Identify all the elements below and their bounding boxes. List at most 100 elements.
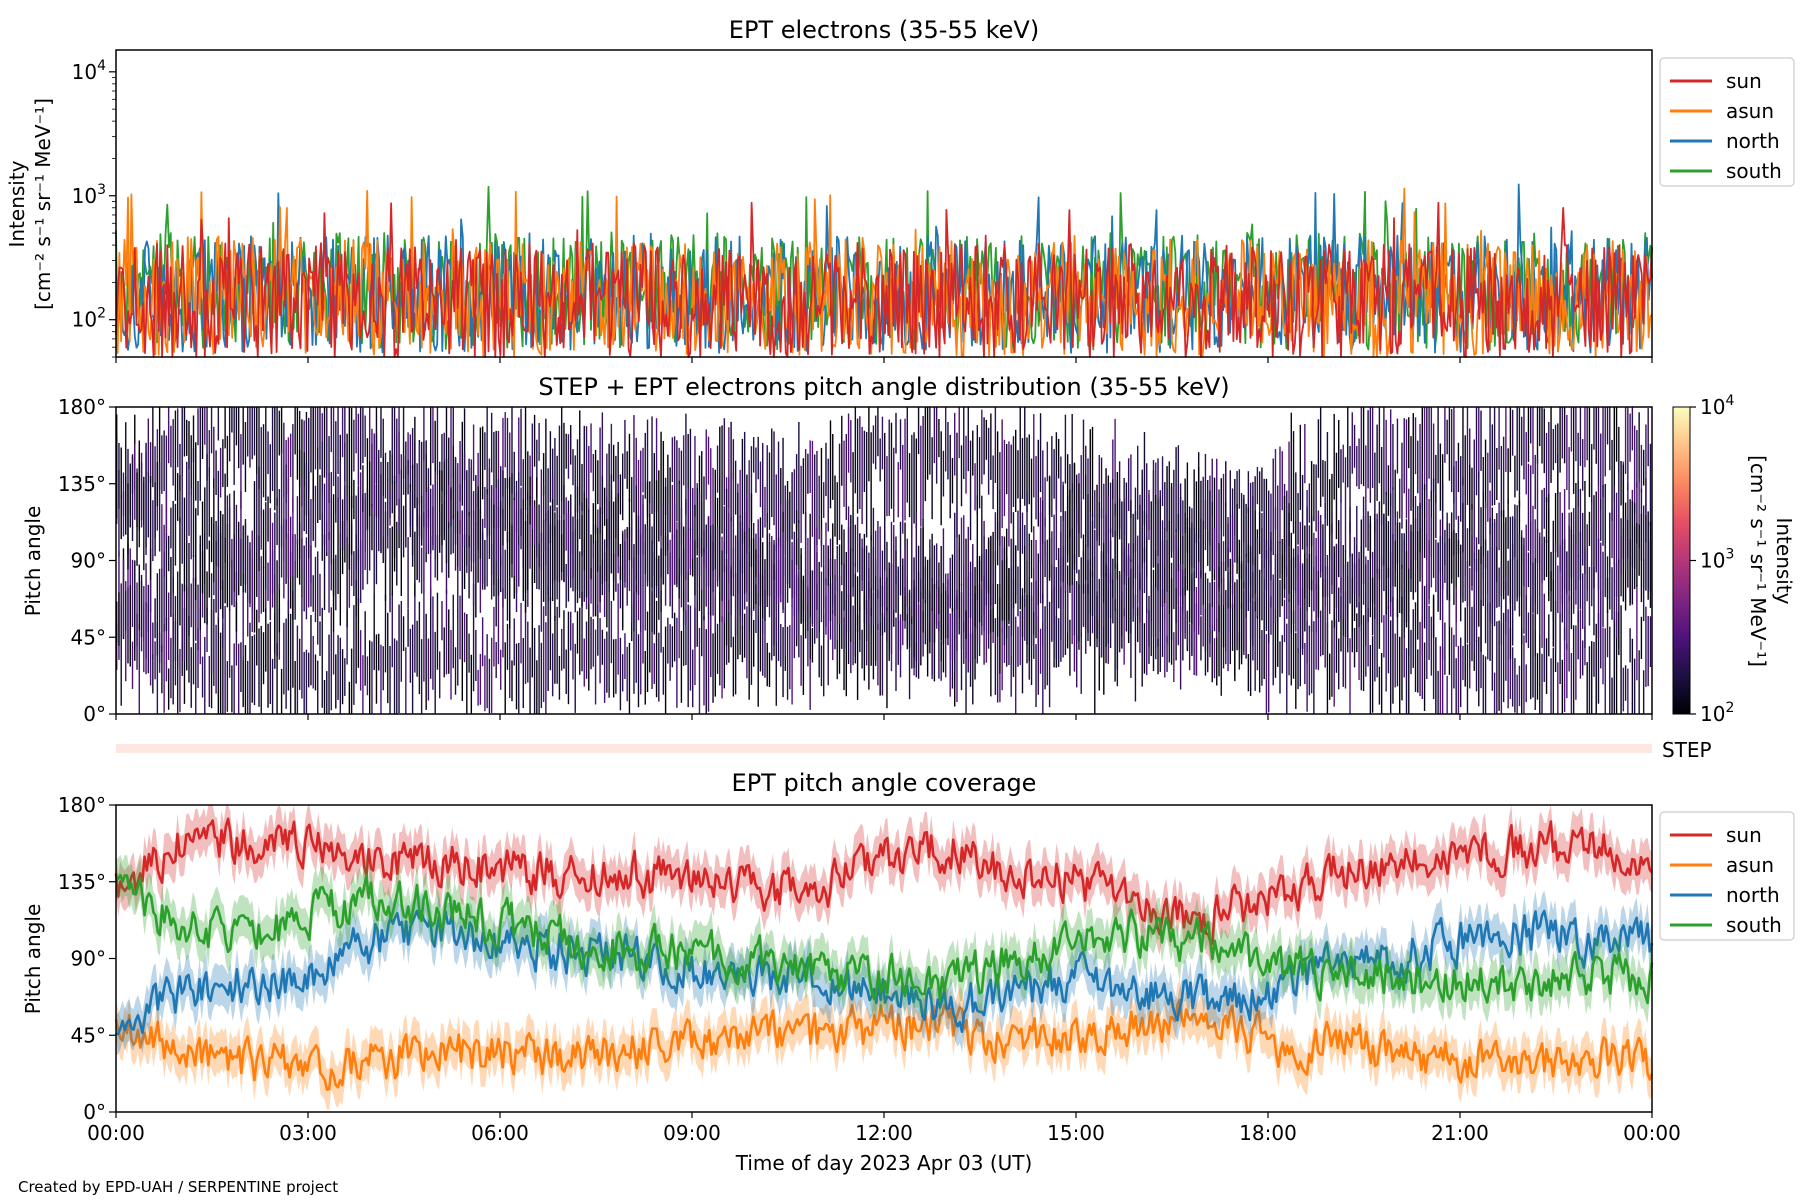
heatmap-cell bbox=[134, 443, 136, 520]
heatmap-cell bbox=[479, 653, 482, 705]
heatmap-cell bbox=[1292, 610, 1295, 679]
heatmap-cell bbox=[1195, 481, 1198, 544]
heatmap-cell bbox=[233, 643, 235, 714]
heatmap-cell bbox=[1595, 407, 1597, 464]
heatmap-cell bbox=[402, 505, 405, 558]
heatmap-cell bbox=[1100, 553, 1103, 658]
heatmap-cell bbox=[1326, 432, 1329, 526]
heatmap-cell bbox=[147, 584, 150, 633]
heatmap-cell bbox=[987, 539, 990, 649]
heatmap-cell bbox=[942, 528, 945, 575]
heatmap-cell bbox=[1042, 622, 1044, 714]
heatmap-cell bbox=[1209, 582, 1211, 644]
heatmap-cell bbox=[247, 660, 249, 714]
heatmap-cell bbox=[771, 536, 773, 605]
heatmap-cell bbox=[1604, 407, 1606, 477]
heatmap-cell bbox=[353, 479, 355, 520]
heatmap-cell bbox=[1597, 538, 1600, 639]
heatmap-cell bbox=[477, 486, 479, 583]
heatmap-cell bbox=[579, 503, 581, 540]
heatmap-cell bbox=[1541, 489, 1543, 583]
heatmap-cell bbox=[775, 474, 777, 552]
heatmap-cell bbox=[1051, 436, 1053, 517]
heatmap-cell bbox=[1399, 636, 1401, 714]
heatmap-cell bbox=[721, 425, 723, 534]
heatmap-cell bbox=[592, 619, 595, 667]
heatmap-cell bbox=[816, 527, 818, 607]
heatmap-cell bbox=[249, 622, 251, 714]
heatmap-cell bbox=[382, 496, 384, 537]
heatmap-cell bbox=[506, 478, 509, 543]
heatmap-cell bbox=[183, 497, 186, 592]
heatmap-cell bbox=[1561, 407, 1564, 459]
heatmap-cell bbox=[838, 589, 841, 674]
heatmap-cell bbox=[1132, 513, 1134, 553]
heatmap-cell bbox=[1222, 473, 1225, 537]
heatmap-cell bbox=[540, 469, 543, 543]
heatmap-cell bbox=[1245, 503, 1247, 558]
heatmap-cell bbox=[1417, 440, 1419, 494]
heatmap-cell bbox=[1484, 539, 1487, 644]
heatmap-cell bbox=[583, 425, 585, 512]
heatmap-cell bbox=[565, 433, 567, 469]
heatmap-cell bbox=[954, 512, 956, 622]
heatmap-cell bbox=[242, 573, 244, 661]
heatmap-cell bbox=[635, 585, 637, 683]
heatmap-cell bbox=[402, 616, 405, 651]
heatmap-cell bbox=[1545, 433, 1548, 503]
heatmap-cell bbox=[1322, 538, 1324, 584]
heatmap-cell bbox=[1392, 596, 1394, 704]
heatmap-cell bbox=[301, 596, 303, 699]
heatmap-cell bbox=[1245, 558, 1247, 618]
heatmap-cell bbox=[949, 613, 951, 697]
heatmap-cell bbox=[1489, 407, 1491, 483]
heatmap-cell bbox=[1118, 461, 1121, 530]
heatmap-cell bbox=[1502, 436, 1505, 518]
heatmap-cell bbox=[497, 479, 500, 577]
heatmap-cell bbox=[1478, 471, 1480, 545]
heatmap-cell bbox=[500, 501, 502, 566]
heatmap-cell bbox=[999, 489, 1001, 584]
heatmap-cell bbox=[687, 488, 689, 572]
heatmap-cell bbox=[617, 583, 619, 675]
heatmap-cell bbox=[1448, 594, 1451, 675]
heatmap-cell bbox=[1218, 489, 1220, 588]
heatmap-cell bbox=[240, 491, 242, 573]
heatmap-cell bbox=[1148, 595, 1150, 664]
heatmap-cell bbox=[1279, 446, 1281, 543]
heatmap-cell bbox=[755, 447, 757, 493]
heatmap-cell bbox=[1466, 560, 1469, 644]
heatmap-cell bbox=[274, 574, 276, 654]
heatmap-cell bbox=[285, 618, 287, 709]
heatmap-cell bbox=[163, 524, 165, 577]
heatmap-cell bbox=[1094, 616, 1096, 714]
heatmap-cell bbox=[1021, 438, 1024, 499]
heatmap-cell bbox=[366, 656, 369, 696]
heatmap-cell bbox=[759, 573, 762, 672]
y-tick-label: 0° bbox=[83, 702, 106, 726]
heatmap-cell bbox=[1019, 611, 1021, 666]
heatmap-cell bbox=[391, 526, 393, 596]
heatmap-cell bbox=[951, 612, 954, 660]
y-tick-label: 135° bbox=[58, 870, 106, 894]
coverage-line-asun bbox=[114, 998, 1654, 1091]
heatmap-cell bbox=[149, 442, 152, 484]
heatmap-cell bbox=[174, 503, 177, 566]
heatmap-cell bbox=[344, 658, 346, 696]
heatmap-cell bbox=[1514, 518, 1516, 611]
heatmap-cell bbox=[199, 535, 201, 581]
heatmap-cell bbox=[294, 534, 296, 569]
heatmap-cell bbox=[118, 443, 120, 509]
heatmap-cell bbox=[240, 434, 242, 509]
heatmap-cell bbox=[1511, 647, 1514, 707]
heatmap-cell bbox=[999, 583, 1001, 674]
heatmap-cell bbox=[829, 538, 832, 576]
heatmap-cell bbox=[357, 413, 360, 485]
legend-label-south: south bbox=[1726, 913, 1782, 937]
heatmap-cell bbox=[877, 521, 879, 599]
heatmap-cell bbox=[531, 572, 534, 678]
heatmap-cell bbox=[450, 487, 452, 555]
heatmap-cell bbox=[1026, 561, 1028, 664]
heatmap-cell bbox=[1423, 642, 1426, 711]
heatmap-cell bbox=[588, 586, 590, 691]
